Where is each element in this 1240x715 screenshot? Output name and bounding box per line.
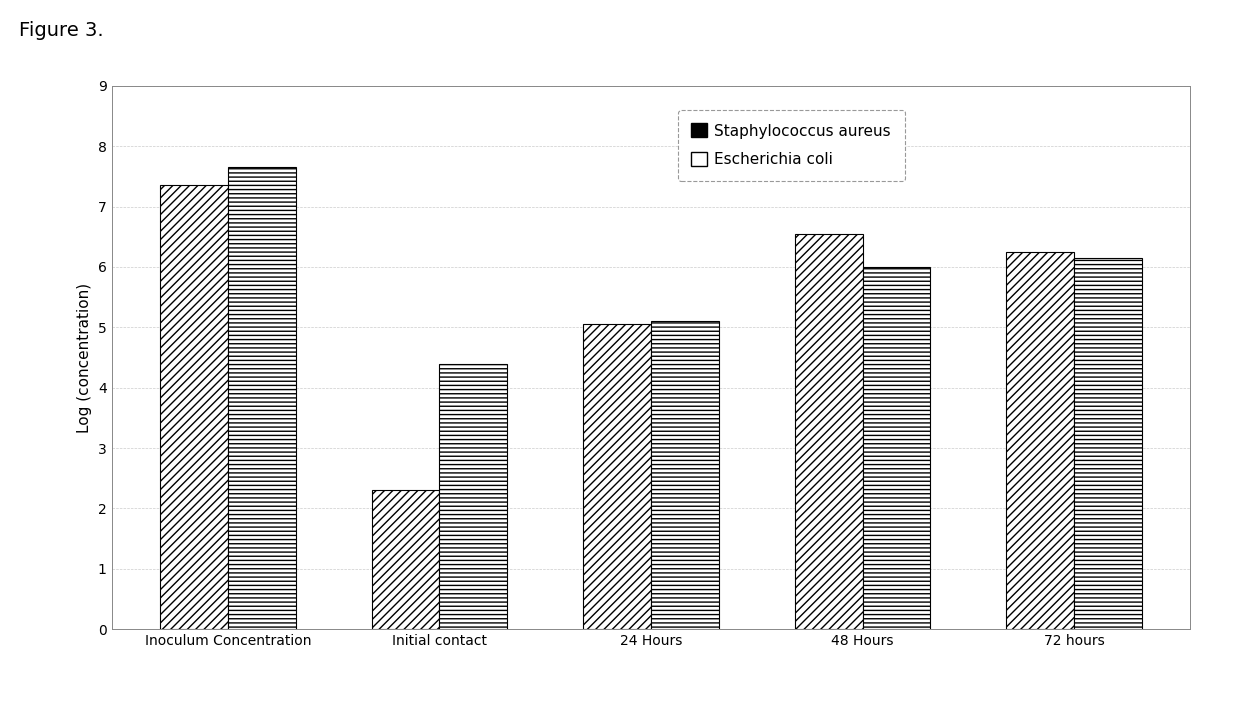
Bar (863, 267, 930, 629)
Text: Figure 3.: Figure 3. (19, 21, 103, 41)
Bar (651, 321, 719, 629)
Bar (1007, 252, 1074, 629)
Bar (228, 167, 295, 629)
Bar (439, 363, 507, 629)
Bar (583, 325, 651, 629)
Bar (160, 185, 228, 629)
Legend: Staphylococcus aureus, Escherichia coli: Staphylococcus aureus, Escherichia coli (678, 109, 905, 181)
Y-axis label: Log (concentration): Log (concentration) (77, 282, 92, 433)
Bar (795, 234, 863, 629)
Bar (1074, 258, 1142, 629)
Bar (372, 490, 439, 629)
